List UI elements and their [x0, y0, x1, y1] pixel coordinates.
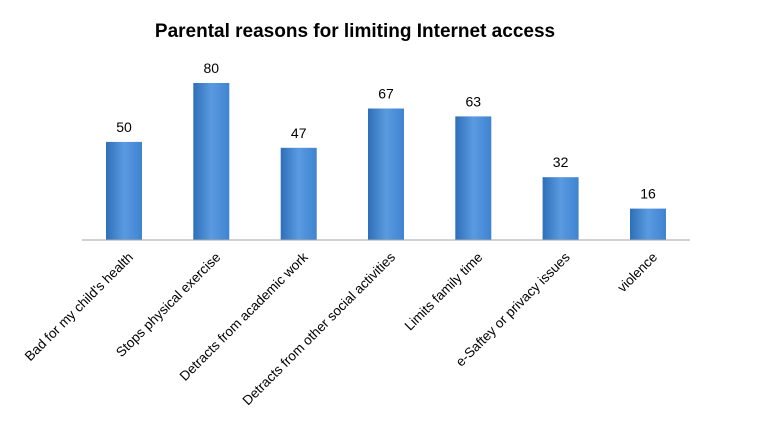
- value-label-1: 50: [116, 119, 132, 135]
- bar-3: [280, 147, 317, 240]
- x-tick-label-4: Detracts from other social activities: [239, 249, 398, 408]
- x-tick-label-7: violence: [614, 250, 660, 296]
- bar-7: [630, 208, 666, 240]
- value-label-2: 80: [204, 60, 220, 76]
- value-label-5: 63: [466, 93, 482, 109]
- value-label-7: 16: [640, 186, 656, 202]
- bar-4: [368, 108, 404, 240]
- x-tick-label-5: Limits family time: [402, 250, 486, 334]
- value-label-3: 47: [291, 125, 307, 141]
- value-label-6: 32: [553, 154, 569, 170]
- bar-6: [542, 177, 579, 240]
- bar-2: [193, 83, 230, 240]
- bars-layer: [106, 83, 666, 240]
- bar-5: [455, 116, 492, 240]
- bar-1: [106, 141, 142, 240]
- value-labels-layer: 50 80 47 67 63 32 16: [116, 60, 656, 202]
- value-label-4: 67: [378, 86, 394, 102]
- chart-title: Parental reasons for limiting Internet a…: [155, 21, 555, 42]
